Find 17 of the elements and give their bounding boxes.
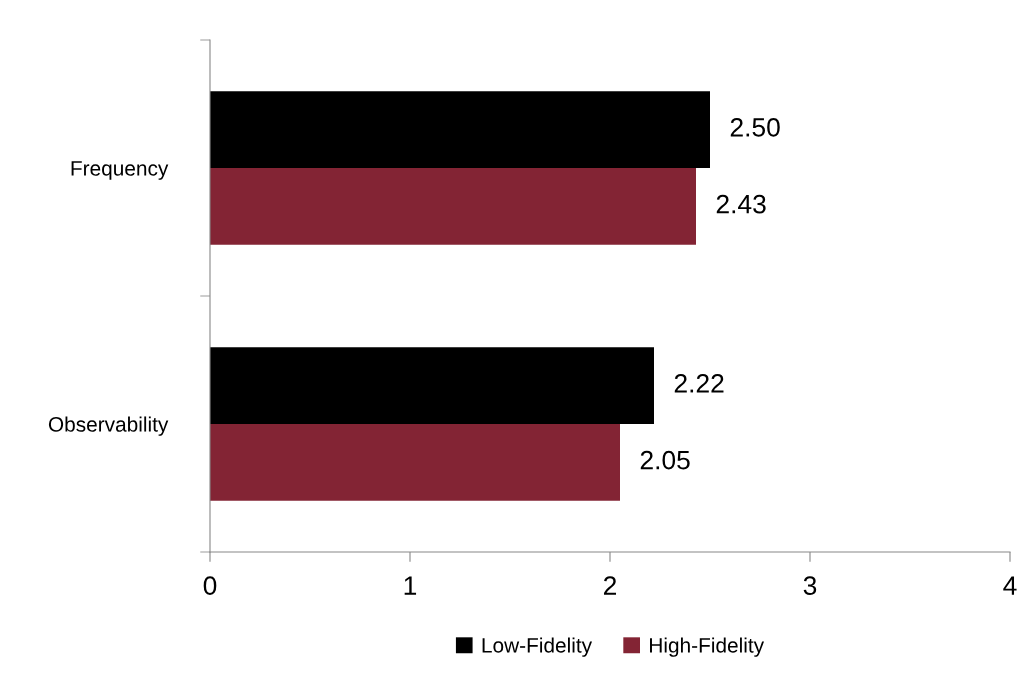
data-label: 2.22 [674, 374, 724, 393]
legend-label: High-Fidelity [650, 637, 765, 657]
x-tick-label: 4 [1003, 576, 1017, 595]
bar [210, 168, 696, 245]
bar [210, 347, 654, 424]
x-tick-label: 2 [603, 576, 617, 595]
bar [210, 91, 710, 168]
legend-label: Low-Fidelity [482, 637, 593, 657]
bar [210, 424, 620, 501]
y-tick-label: Observability [48, 416, 169, 436]
data-label: 2.50 [730, 118, 780, 137]
data-label: 2.43 [716, 194, 766, 214]
x-tick-label: 1 [404, 576, 417, 595]
x-tick-label: 0 [203, 576, 217, 595]
data-label: 2.05 [640, 450, 690, 470]
y-tick-label: Frequency [71, 161, 169, 180]
x-tick-label: 3 [803, 576, 817, 595]
